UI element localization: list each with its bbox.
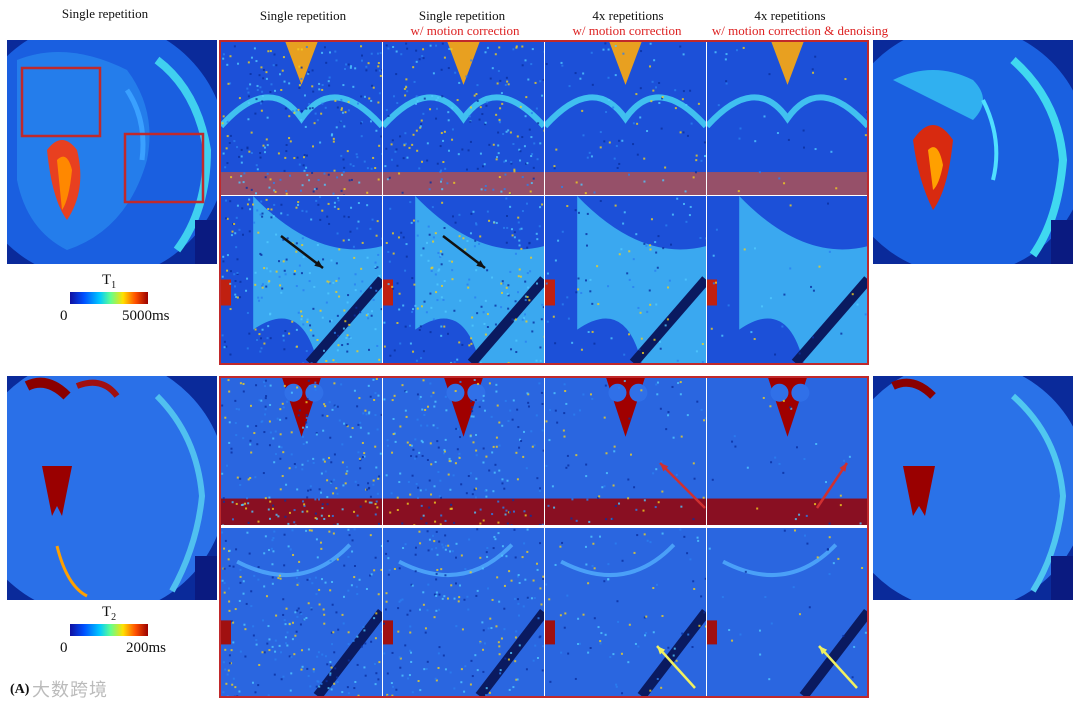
t1-zoom-bottom-4 xyxy=(707,196,868,363)
t2-zoom-top-4 xyxy=(707,378,868,525)
panel-label: (A) xyxy=(10,682,29,698)
t2-zoom-bottom-2 xyxy=(383,528,544,696)
col2-header: Single repetition xyxy=(382,8,542,23)
left-column-header: Single repetition xyxy=(30,6,180,21)
t1-zoom-bottom-1 xyxy=(221,196,382,363)
t1-colorbar-min: 0 xyxy=(60,308,68,325)
t2-zoom-bottom-4 xyxy=(707,528,868,696)
t1-zoom-bottom-2 xyxy=(383,196,544,363)
t1-zoom-top-1 xyxy=(221,42,382,195)
t1-zoom-top-2 xyxy=(383,42,544,195)
t1-colorbar xyxy=(70,292,148,304)
t2-zoom-top-3 xyxy=(545,378,706,525)
col2-subheader: w/ motion correction xyxy=(380,23,550,39)
t1-zoom-top-4 xyxy=(707,42,868,195)
col4-header: 4x repetitions xyxy=(710,8,870,23)
t2-zoom-bottom-1 xyxy=(221,528,382,696)
t1-full-brain-image xyxy=(7,40,217,264)
t2-full-brain-image xyxy=(7,376,217,600)
col3-subheader: w/ motion correction xyxy=(542,23,712,39)
watermark: 大数跨境 xyxy=(32,676,108,702)
t2-zoom-top-1 xyxy=(221,378,382,525)
t1-colorbar-max: 5000ms xyxy=(122,308,170,325)
t2-zoom-top-2 xyxy=(383,378,544,525)
t1-reference-image xyxy=(873,40,1073,264)
col4-subheader: w/ motion correction & denoising xyxy=(690,23,910,39)
t2-reference-image xyxy=(873,376,1073,600)
t1-zoom-top-3 xyxy=(545,42,706,195)
t2-colorbar-max: 200ms xyxy=(126,640,166,657)
t2-zoom-bottom-3 xyxy=(545,528,706,696)
t2-colorbar xyxy=(70,624,148,636)
col3-header: 4x repetitions xyxy=(548,8,708,23)
t1-colorbar-title: T1 xyxy=(102,272,116,291)
t2-colorbar-title: T2 xyxy=(102,604,116,623)
col1-header: Single repetition xyxy=(228,8,378,23)
t1-zoom-bottom-3 xyxy=(545,196,706,363)
t2-colorbar-min: 0 xyxy=(60,640,68,657)
